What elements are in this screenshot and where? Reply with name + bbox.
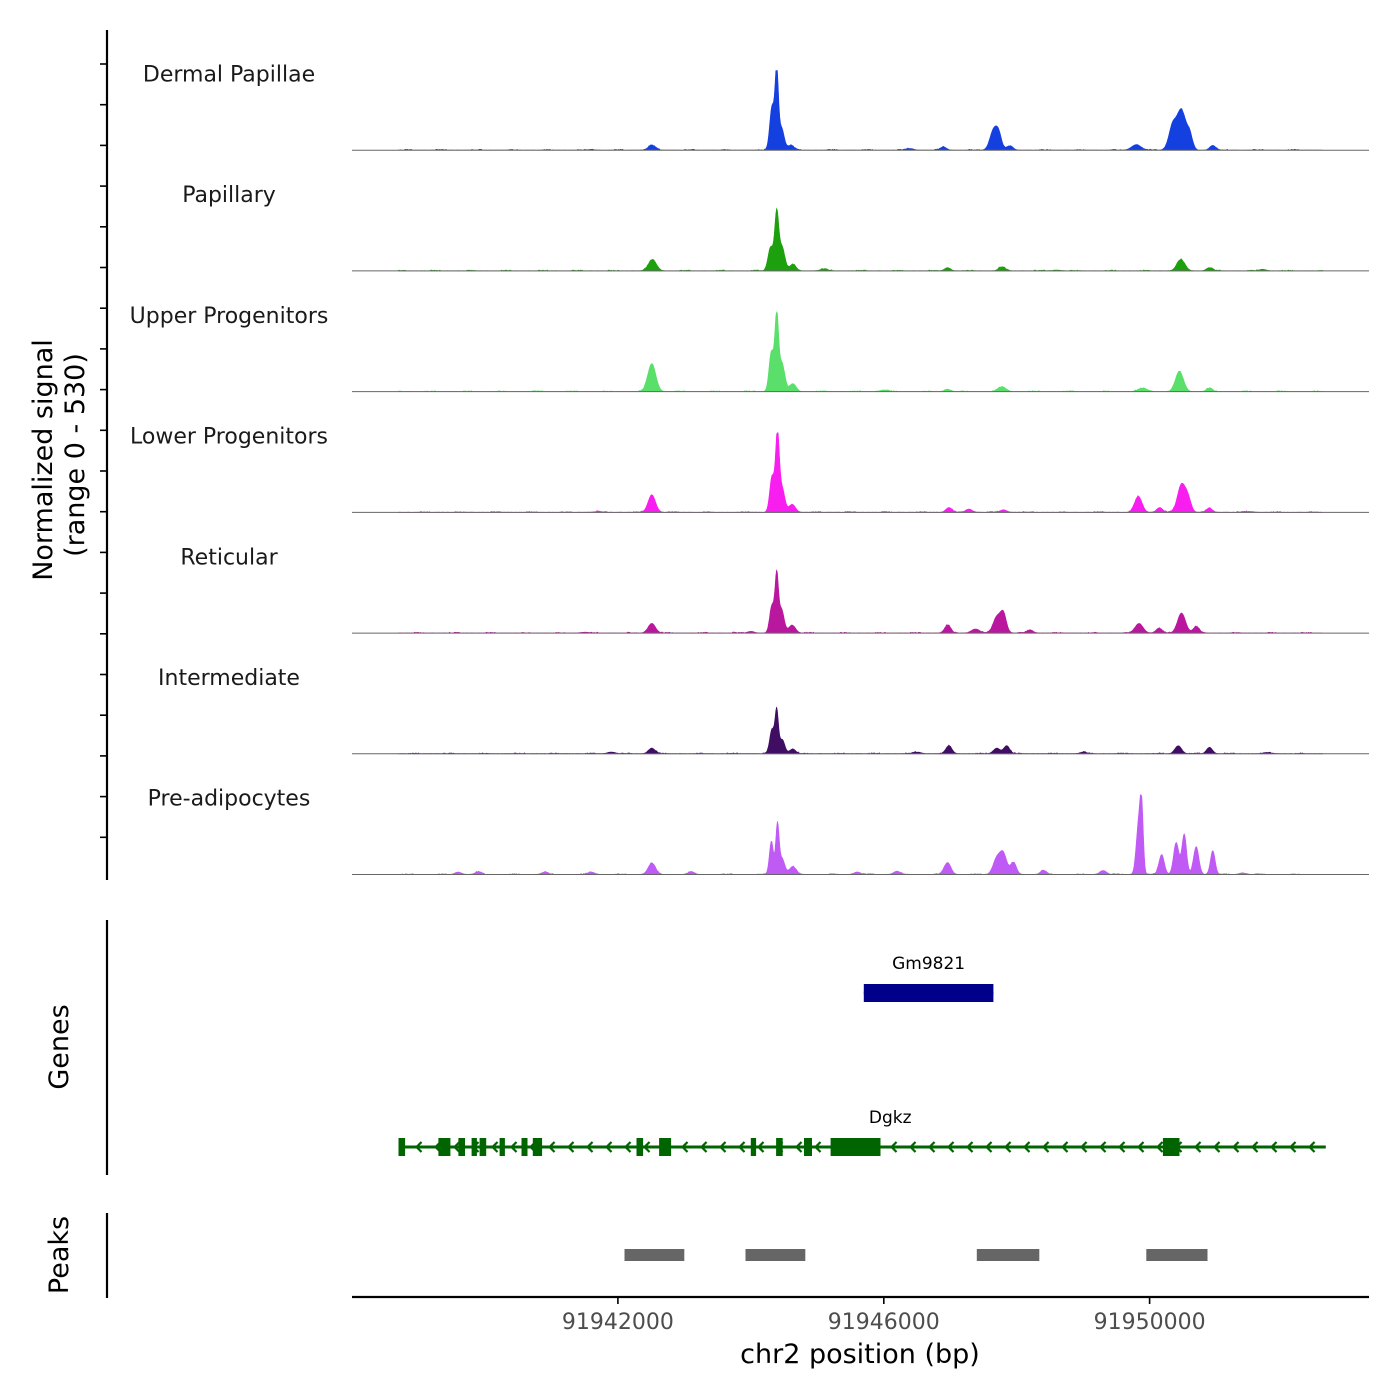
strand-chevron	[1117, 1141, 1126, 1153]
track-lower-progenitors: Lower Progenitors	[130, 425, 1369, 513]
gene-gm9821: Gm9821	[863, 954, 994, 1002]
strand-chevron	[1250, 1141, 1259, 1153]
strand-chevron	[965, 1141, 974, 1153]
strand-chevron	[547, 1141, 556, 1153]
track-label: Papillary	[182, 183, 276, 208]
strand-chevron	[566, 1141, 575, 1153]
gene-exon	[438, 1138, 451, 1156]
gene-name: Dgkz	[869, 1108, 912, 1128]
gene-exon	[659, 1138, 672, 1156]
peak-regions	[624, 1249, 1208, 1261]
gene-exon	[776, 1138, 783, 1156]
strand-chevron	[946, 1141, 955, 1153]
strand-chevron	[1060, 1141, 1069, 1153]
strand-chevron	[1193, 1141, 1202, 1153]
strand-chevron	[585, 1141, 594, 1153]
track-label: Lower Progenitors	[130, 425, 328, 450]
gene-exon	[521, 1138, 528, 1156]
strand-chevron	[414, 1141, 423, 1153]
gene-exon	[804, 1138, 812, 1156]
strand-chevron	[699, 1141, 708, 1153]
gene-exon	[499, 1138, 505, 1156]
track-label: Dermal Papillae	[143, 62, 315, 87]
strand-chevron	[737, 1141, 746, 1153]
strand-chevron	[984, 1141, 993, 1153]
strand-chevron	[604, 1141, 613, 1153]
gene-name: Gm9821	[892, 954, 965, 974]
track-intermediate: Intermediate	[158, 666, 1369, 755]
strand-chevron	[1155, 1141, 1164, 1153]
strand-chevron	[908, 1141, 917, 1153]
strand-chevron	[1136, 1141, 1145, 1153]
strand-chevron	[1269, 1141, 1278, 1153]
strand-chevron	[927, 1141, 936, 1153]
strand-chevron	[1079, 1141, 1088, 1153]
gene-exon	[532, 1138, 543, 1156]
strand-chevron	[756, 1141, 765, 1153]
track-dermal-papillae: Dermal Papillae	[143, 62, 1369, 151]
x-tick-label: 91946000	[828, 1310, 940, 1335]
x-axis-ticks: 91942000 91946000 91950000	[562, 1297, 1206, 1335]
gene-annotations: Gm9821 Dgkz	[398, 954, 1326, 1156]
gene-exon	[863, 984, 994, 1002]
track-upper-progenitors: Upper Progenitors	[130, 304, 1369, 393]
y-axis-subtitle: (range 0 - 530)	[60, 353, 91, 557]
track-pre-adipocytes: Pre-adipocytes	[148, 787, 1369, 875]
gene-exon	[398, 1138, 406, 1156]
gene-dgkz: Dgkz	[398, 1108, 1326, 1156]
strand-chevron	[452, 1141, 461, 1153]
gene-exon	[636, 1138, 644, 1156]
strand-chevron	[509, 1141, 518, 1153]
genes-axis-title: Genes	[44, 1004, 75, 1089]
peak-region	[976, 1249, 1040, 1261]
track-label: Upper Progenitors	[130, 304, 329, 329]
gene-exon	[458, 1138, 465, 1156]
gene-exon	[750, 1138, 757, 1156]
strand-chevron	[889, 1141, 898, 1153]
peak-region	[745, 1249, 806, 1261]
strand-chevron	[623, 1141, 632, 1153]
gene-exon	[479, 1138, 487, 1156]
strand-chevron	[1041, 1141, 1050, 1153]
coverage-y-ticks	[100, 63, 107, 839]
strand-chevron	[642, 1141, 651, 1153]
peak-region	[624, 1249, 685, 1261]
strand-chevron	[490, 1141, 499, 1153]
strand-chevron	[718, 1141, 727, 1153]
strand-chevron	[794, 1141, 803, 1153]
strand-chevron	[1288, 1141, 1297, 1153]
x-tick-label: 91950000	[1094, 1310, 1206, 1335]
coverage-area	[398, 794, 1323, 875]
peak-region	[1146, 1249, 1208, 1261]
strand-chevron	[680, 1141, 689, 1153]
coverage-tracks: Dermal Papillae Papillary Upper Progenitor…	[130, 62, 1369, 875]
track-reticular: Reticular	[180, 545, 1369, 634]
gene-exon	[1162, 1138, 1180, 1156]
gene-exon	[830, 1138, 881, 1156]
peaks-axis-title: Peaks	[44, 1216, 75, 1294]
strand-chevron	[1231, 1141, 1240, 1153]
x-axis-title: chr2 position (bp)	[740, 1339, 980, 1370]
gene-exon	[471, 1138, 477, 1156]
track-label: Pre-adipocytes	[148, 787, 311, 812]
track-label: Intermediate	[158, 666, 300, 691]
strand-chevron	[1003, 1141, 1012, 1153]
strand-chevron	[1212, 1141, 1221, 1153]
x-tick-label: 91942000	[562, 1310, 674, 1335]
strand-chevron	[1307, 1141, 1316, 1153]
strand-chevron	[1022, 1141, 1031, 1153]
track-label: Reticular	[180, 545, 278, 570]
strand-chevron	[813, 1141, 822, 1153]
track-papillary: Papillary	[182, 183, 1369, 272]
y-axis-title: Normalized signal	[28, 339, 59, 581]
strand-chevron	[1098, 1141, 1107, 1153]
